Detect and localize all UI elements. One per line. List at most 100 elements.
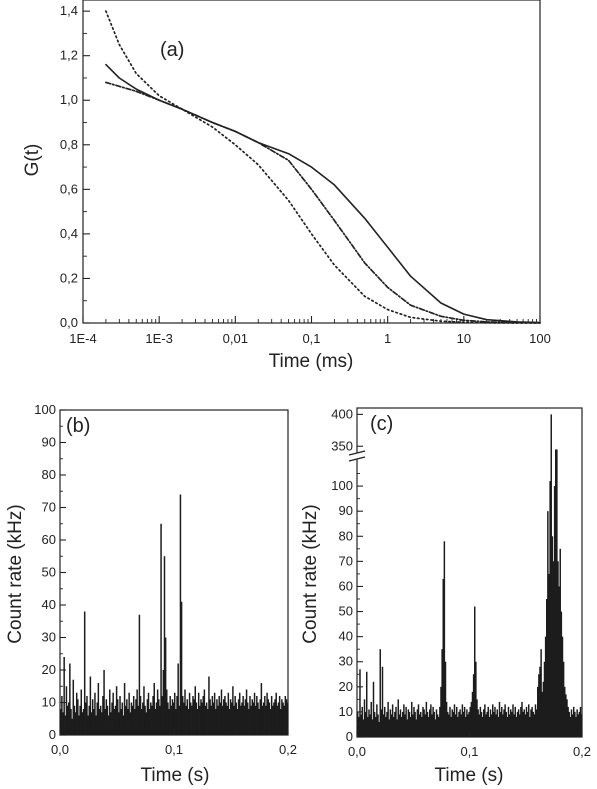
panel-b-bar [127,709,129,735]
panel-b-bar [77,699,79,735]
panel-b-bar [241,702,243,735]
panel-c-bar [493,711,495,737]
panel-a-y-axis-title: G(t) [22,144,43,177]
panel-b-bar [194,686,197,735]
panel-c-bar [499,711,502,737]
panel-c-bar [559,548,561,737]
panel-c-bar [580,714,583,737]
panel-b-bar [71,718,73,735]
panel-b-bar [233,705,235,735]
panel-b-bar [120,709,122,735]
panel-c-label: (c) [370,413,393,435]
panel-b-bar [250,705,252,735]
panel-b-bar [234,696,236,735]
panel-c-bar [481,716,484,737]
panel-c-bar [542,681,545,737]
panel-b-bar [278,696,281,735]
panel-b-bar [126,699,128,735]
panel-c-bar [444,661,447,737]
panel-b-bar [177,663,179,735]
panel-b-bar [221,705,224,735]
panel-c-bar [471,691,474,737]
panel-c-bar [506,716,509,737]
panel-b-bar [264,696,266,735]
panel-c-bar [550,414,552,738]
panel-b-bar [240,705,242,735]
panel-b-bar [89,676,92,735]
panel-b-bar [109,689,111,735]
panel-c-bar [546,599,548,737]
panel-b-bar [134,709,136,735]
panel-b-bar [166,689,168,735]
panel-b-bar [86,696,88,735]
panel-c-bar [558,586,560,737]
panel-b-bar [142,702,144,735]
panel-b-bar [262,702,265,735]
panel-a-curve-dash-dot [105,81,541,324]
panel-c-bar [408,711,411,737]
panel-c-bar [529,716,531,737]
panel-b-bar [164,637,167,735]
panel-c-bar [436,714,439,737]
panel-c-bar [556,449,558,737]
panel-b-bar [174,692,176,735]
panel-b-bar [181,696,184,735]
panel-c-bar [530,709,532,737]
panel-c-bar [368,709,370,737]
panel-c-bar [524,714,527,737]
panel-c-bar [396,719,398,737]
panel-c-bar [398,714,401,737]
panel-c-bar [541,691,543,737]
panel-a-x-tick-label: 1E-3 [145,331,172,346]
panel-b-bar [252,702,255,735]
panel-c-y-tick-label: 0 [346,729,353,744]
panel-c-bar [359,669,361,737]
panel-a-y-tick-label: 1,0 [60,92,78,107]
panel-b-bar [199,705,201,735]
panel-c-bar [389,709,392,737]
panel-a-label: (a) [160,39,184,61]
panel-c-bar [390,714,393,737]
panel-c-x-tick-label: 0,0 [348,744,366,759]
panel-c-bar [521,701,523,737]
panel-c-y-tick-label: 10 [339,704,353,719]
panel-c-bar [440,686,442,737]
panel-c-bar [454,714,457,737]
panel-c-bar [377,714,379,737]
panel-b-bar [123,683,126,735]
panel-c-bar [397,699,399,737]
panel-c-bar [409,716,412,737]
panel-c-bar [375,716,377,737]
panel-a-y-tick-label: 0,4 [60,226,78,241]
panel-c-x-axis-title: Time (s) [435,765,504,786]
panel-c-y-tick-label: 90 [339,503,353,518]
panel-b-bar [150,702,152,735]
panel-c-bar [511,711,513,737]
panel-c-bar [386,711,388,737]
panel-c-bar [379,649,381,737]
panel-b-bar [203,689,206,735]
panel-b-bar [226,705,228,735]
panel-c-bar [537,686,539,737]
panel-b-bar [274,699,276,735]
panel-c-ticks: 0,0 0,1 0,2 0 10 20 30 40 50 60 70 80 90 100 350 400 [331,406,591,759]
panel-b-bar [242,696,244,735]
panel-c-bar [427,716,430,737]
panel-b-bar [145,712,147,735]
panel-c-y-tick-label: 40 [339,629,353,644]
panel-c-bar [549,481,551,737]
panel-b-bar [61,696,63,735]
panel-c-bar [387,701,389,737]
panel-c-bar [505,711,507,737]
panel-b-bar [213,692,216,735]
panel-b-bar [171,699,174,735]
panel-b-bar [160,523,162,735]
panel-b-bar [187,709,190,735]
panel-c-bar [425,701,428,737]
panel-b-bar [260,683,263,735]
panel-c-bar [361,706,363,737]
panel-c-bar [366,671,368,737]
panel-c-bar [407,709,410,737]
panel-b-bar [180,601,183,735]
panel-b-bar [96,702,98,735]
